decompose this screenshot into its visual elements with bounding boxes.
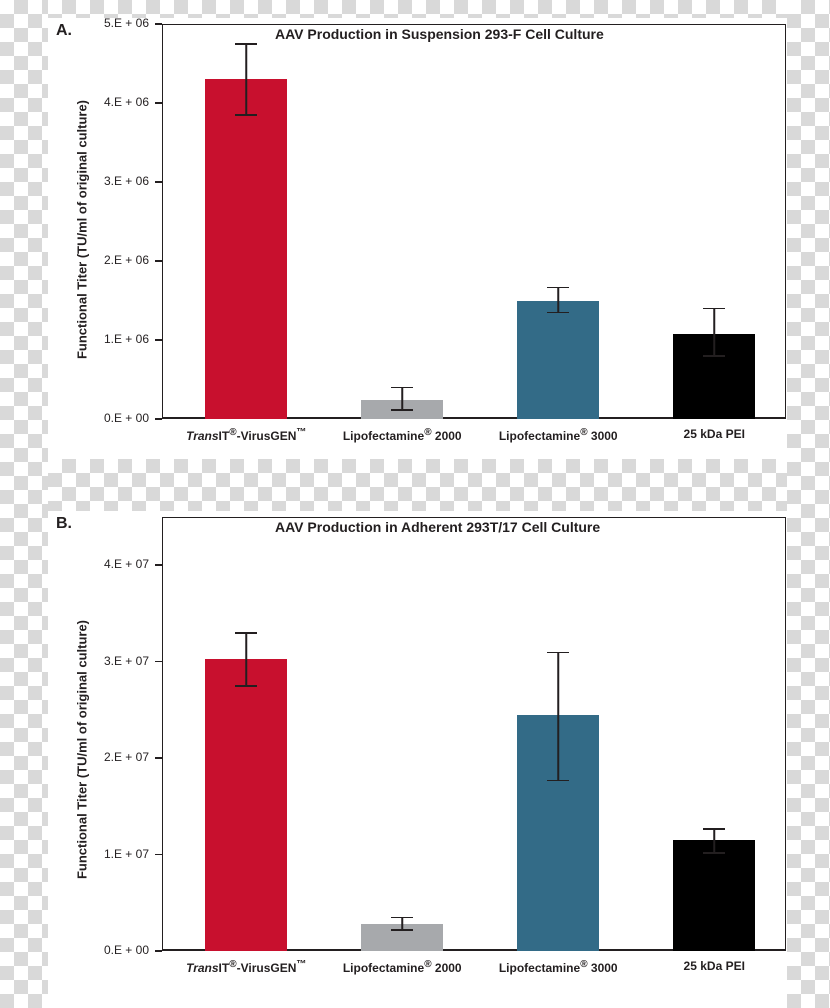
y-tick — [155, 950, 162, 952]
x-category-label: 25 kDa PEI — [624, 427, 804, 441]
y-tick-label: 4.E + 06 — [87, 95, 149, 109]
x-category-label: 25 kDa PEI — [624, 959, 804, 973]
y-tick-label: 0.E + 00 — [87, 943, 149, 957]
y-tick — [155, 23, 162, 25]
x-category-label: Lipofectamine® 3000 — [468, 959, 648, 975]
x-category-label: Lipofectamine® 2000 — [312, 427, 492, 443]
y-tick-label: 3.E + 07 — [87, 654, 149, 668]
y-tick-label: 0.E + 00 — [87, 411, 149, 425]
y-tick-label: 1.E + 07 — [87, 847, 149, 861]
y-tick — [155, 339, 162, 341]
chart-title: AAV Production in Suspension 293-F Cell … — [275, 26, 604, 42]
y-tick — [155, 102, 162, 104]
y-tick-label: 2.E + 07 — [87, 750, 149, 764]
chart-bar — [517, 301, 599, 420]
y-tick — [155, 661, 162, 663]
chart-title: AAV Production in Adherent 293T/17 Cell … — [275, 519, 600, 535]
x-category-label: Lipofectamine® 2000 — [312, 959, 492, 975]
y-tick — [155, 564, 162, 566]
panel-label: B. — [56, 515, 72, 533]
chart-bar — [673, 840, 755, 951]
x-category-label: TransIT®-VirusGEN™ — [156, 959, 336, 975]
y-tick-label: 3.E + 06 — [87, 174, 149, 188]
chart-bar — [205, 79, 287, 419]
y-tick — [155, 854, 162, 856]
y-tick-label: 1.E + 06 — [87, 332, 149, 346]
y-tick — [155, 260, 162, 262]
y-tick-label: 2.E + 06 — [87, 253, 149, 267]
y-tick — [155, 757, 162, 759]
panel-label: A. — [56, 22, 72, 40]
x-category-label: TransIT®-VirusGEN™ — [156, 427, 336, 443]
y-tick — [155, 418, 162, 420]
chart-bar — [205, 659, 287, 951]
y-tick — [155, 181, 162, 183]
y-tick-label: 4.E + 07 — [87, 557, 149, 571]
y-tick-label: 5.E + 06 — [87, 16, 149, 30]
x-category-label: Lipofectamine® 3000 — [468, 427, 648, 443]
